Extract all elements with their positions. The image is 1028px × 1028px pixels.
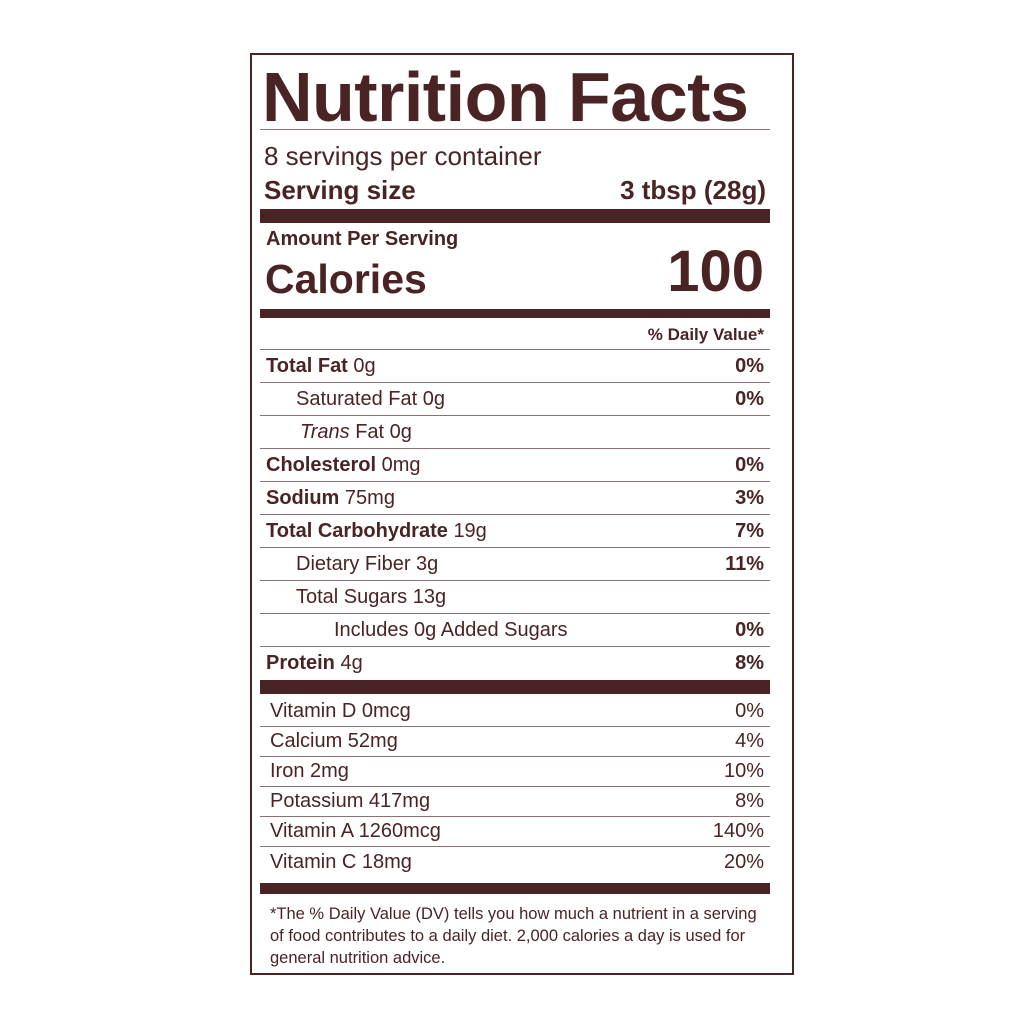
nutrient-label: Cholesterol 0mg: [260, 454, 421, 477]
vitamin-row: Potassium 417mg 8%: [260, 787, 770, 817]
vitamin-daily-value: 8%: [735, 790, 764, 812]
nutrient-name: Trans: [300, 420, 350, 443]
nutrient-daily-value: 7%: [735, 519, 764, 542]
vitamin-row: Iron 2mg 10%: [260, 757, 770, 787]
nutrient-amount: 0mg: [381, 453, 421, 476]
nutrient-label: Total Sugars 13g: [260, 586, 446, 609]
nutrient-daily-value: 0%: [735, 387, 764, 410]
nutrition-facts-label: Nutrition Facts 8 servings per container…: [250, 53, 794, 975]
vitamin-row: Vitamin A 1260mcg 140%: [260, 817, 770, 847]
vitamin-daily-value: 10%: [723, 760, 764, 782]
nutrient-amount: 0g: [353, 354, 376, 377]
nutrient-label: Total Fat 0g: [260, 355, 376, 378]
nutrient-row: Cholesterol 0mg 0%: [260, 449, 770, 482]
amount-per-serving: Amount Per Serving: [266, 228, 459, 250]
calories-label: Calories: [265, 256, 427, 302]
footnote: *The % Daily Value (DV) tells you how mu…: [270, 905, 757, 967]
nutrient-amount: 13g: [412, 585, 447, 608]
nutrient-row: Total Sugars 13g: [260, 581, 770, 614]
vitamin-label: Vitamin A 1260mcg: [270, 820, 441, 842]
nutrient-row: Dietary Fiber 3g 11%: [260, 548, 770, 581]
nutrient-label: Dietary Fiber 3g: [260, 553, 438, 576]
nutrient-name: Total Sugars: [296, 585, 408, 608]
nutrient-daily-value: 3%: [735, 486, 764, 509]
daily-value-header: % Daily Value*: [260, 318, 770, 350]
divider-medium: [260, 309, 770, 318]
divider-thick: [260, 209, 770, 223]
nutrient-amount: 3g: [416, 552, 439, 575]
nutrient-name: Saturated Fat: [296, 387, 418, 410]
nutrient-amount: 0g: [389, 420, 412, 443]
calories-section: Amount Per Serving Calories 100: [260, 223, 770, 309]
nutrient-label: Saturated Fat 0g: [260, 388, 445, 411]
divider-thick: [260, 680, 770, 694]
vitamin-list: Vitamin D 0mcg 0% Calcium 52mg 4% Iron 2mg 10…: [260, 697, 770, 877]
nutrient-name: Protein: [266, 652, 335, 674]
serving-size-value: 3 tbsp (28g): [620, 175, 766, 205]
vitamin-daily-value: 0%: [735, 700, 764, 722]
nutrient-name: Sodium: [266, 486, 340, 509]
nutrient-row: Sodium 75mg 3%: [260, 482, 770, 515]
vitamin-row: Vitamin C 18mg 20%: [260, 847, 770, 877]
nutrient-label: Sodium 75mg: [260, 487, 395, 510]
vitamin-daily-value: 4%: [735, 730, 764, 752]
nutrient-name: Total Fat: [266, 354, 348, 377]
nutrient-daily-value: 0%: [735, 453, 764, 476]
nutrient-amount: 75mg: [344, 486, 395, 509]
vitamin-label: Calcium 52mg: [270, 730, 398, 752]
label-title: Nutrition Facts: [260, 55, 770, 136]
nutrient-label: Trans Fat 0g: [260, 421, 412, 444]
vitamin-label: Vitamin C 18mg: [270, 850, 412, 873]
nutrient-list: Total Fat 0g 0% Saturated Fat 0g 0% Trans Fa…: [260, 350, 770, 680]
vitamin-daily-value: 140%: [712, 820, 764, 842]
nutrient-row: Saturated Fat 0g 0%: [260, 383, 770, 416]
nutrient-row: Trans Fat 0g: [260, 416, 770, 449]
vitamin-label: Vitamin D 0mcg: [270, 700, 411, 722]
nutrient-row: Total Fat 0g 0%: [260, 350, 770, 383]
nutrient-name: Total Carbohydrate: [266, 519, 448, 542]
vitamin-daily-value: 20%: [723, 850, 764, 873]
serving-size: Serving size 3 tbsp (28g): [260, 172, 770, 209]
nutrient-amount: 0g: [422, 387, 445, 410]
vitamin-label: Iron 2mg: [270, 760, 349, 782]
nutrient-name: Cholesterol: [266, 453, 377, 476]
nutrient-name-suffix: Fat: [355, 420, 385, 443]
vitamin-label: Potassium 417mg: [270, 790, 431, 812]
nutrient-amount: 4g: [340, 652, 363, 674]
servings-per-container: 8 servings per container: [264, 141, 542, 171]
nutrient-label: Total Carbohydrate 19g: [260, 520, 487, 543]
nutrient-daily-value: 11%: [725, 552, 764, 575]
calories-value: 100: [667, 239, 764, 304]
nutrient-label: Protein 4g: [260, 652, 363, 675]
nutrient-name: Dietary Fiber: [296, 552, 411, 575]
divider-thick: [260, 883, 770, 894]
nutrient-row: Total Carbohydrate 19g 7%: [260, 515, 770, 548]
nutrient-amount: 19g: [453, 519, 487, 542]
vitamin-row: Calcium 52mg 4%: [260, 727, 770, 757]
nutrient-label: Includes 0g Added Sugars: [260, 619, 568, 642]
nutrient-daily-value: 0%: [735, 354, 764, 377]
nutrient-row: Includes 0g Added Sugars 0%: [260, 614, 770, 647]
nutrient-daily-value: 0%: [735, 618, 764, 641]
serving-size-label: Serving size: [264, 175, 416, 205]
vitamin-row: Vitamin D 0mcg 0%: [260, 697, 770, 727]
nutrient-name: Includes 0g Added Sugars: [334, 618, 568, 641]
nutrient-daily-value: 8%: [735, 652, 764, 674]
nutrient-row: Protein 4g 8%: [260, 647, 770, 680]
